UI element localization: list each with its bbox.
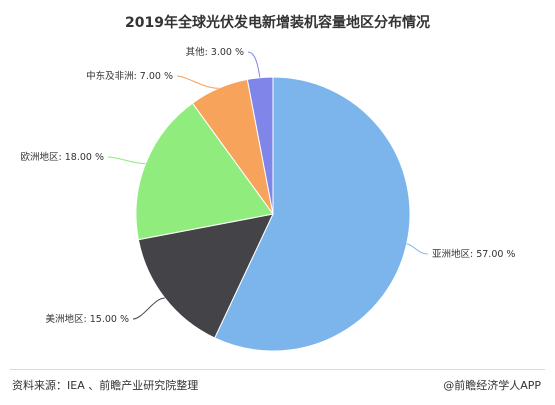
leader-line-0 [406,243,429,255]
pie-slice-4 [246,76,274,215]
pie-slice-0 [214,76,411,352]
slice-label-0: 亚洲地区: 57.00 % [432,248,515,260]
pie-slices [135,76,411,352]
pie-slice-2 [135,102,274,241]
slice-label-1: 美洲地区: 15.00 % [46,313,129,325]
brand-credit: @前瞻经济学人APP [443,379,541,392]
leader-line-1 [132,297,165,320]
slice-label-3: 中东及非洲: 7.00 % [86,70,173,82]
footer-divider [10,369,545,370]
slice-labels: 亚洲地区: 57.00 % 美洲地区: 15.00 % 欧洲地区: 18.00 % 中… [21,46,516,325]
leader-lines [107,51,429,320]
slice-label-2: 欧洲地区: 18.00 % [21,151,104,163]
pie-slice-1 [137,213,274,339]
leader-line-2 [107,156,146,165]
source-note: 资料来源：IEA 、前瞻产业研究院整理 [12,379,199,392]
leader-line-4 [247,51,261,79]
slice-label-4: 其他: 3.00 % [186,46,244,58]
chart-title: 2019年全球光伏发电新增装机容量地区分布情况 [125,15,430,31]
leader-line-3 [176,75,219,89]
